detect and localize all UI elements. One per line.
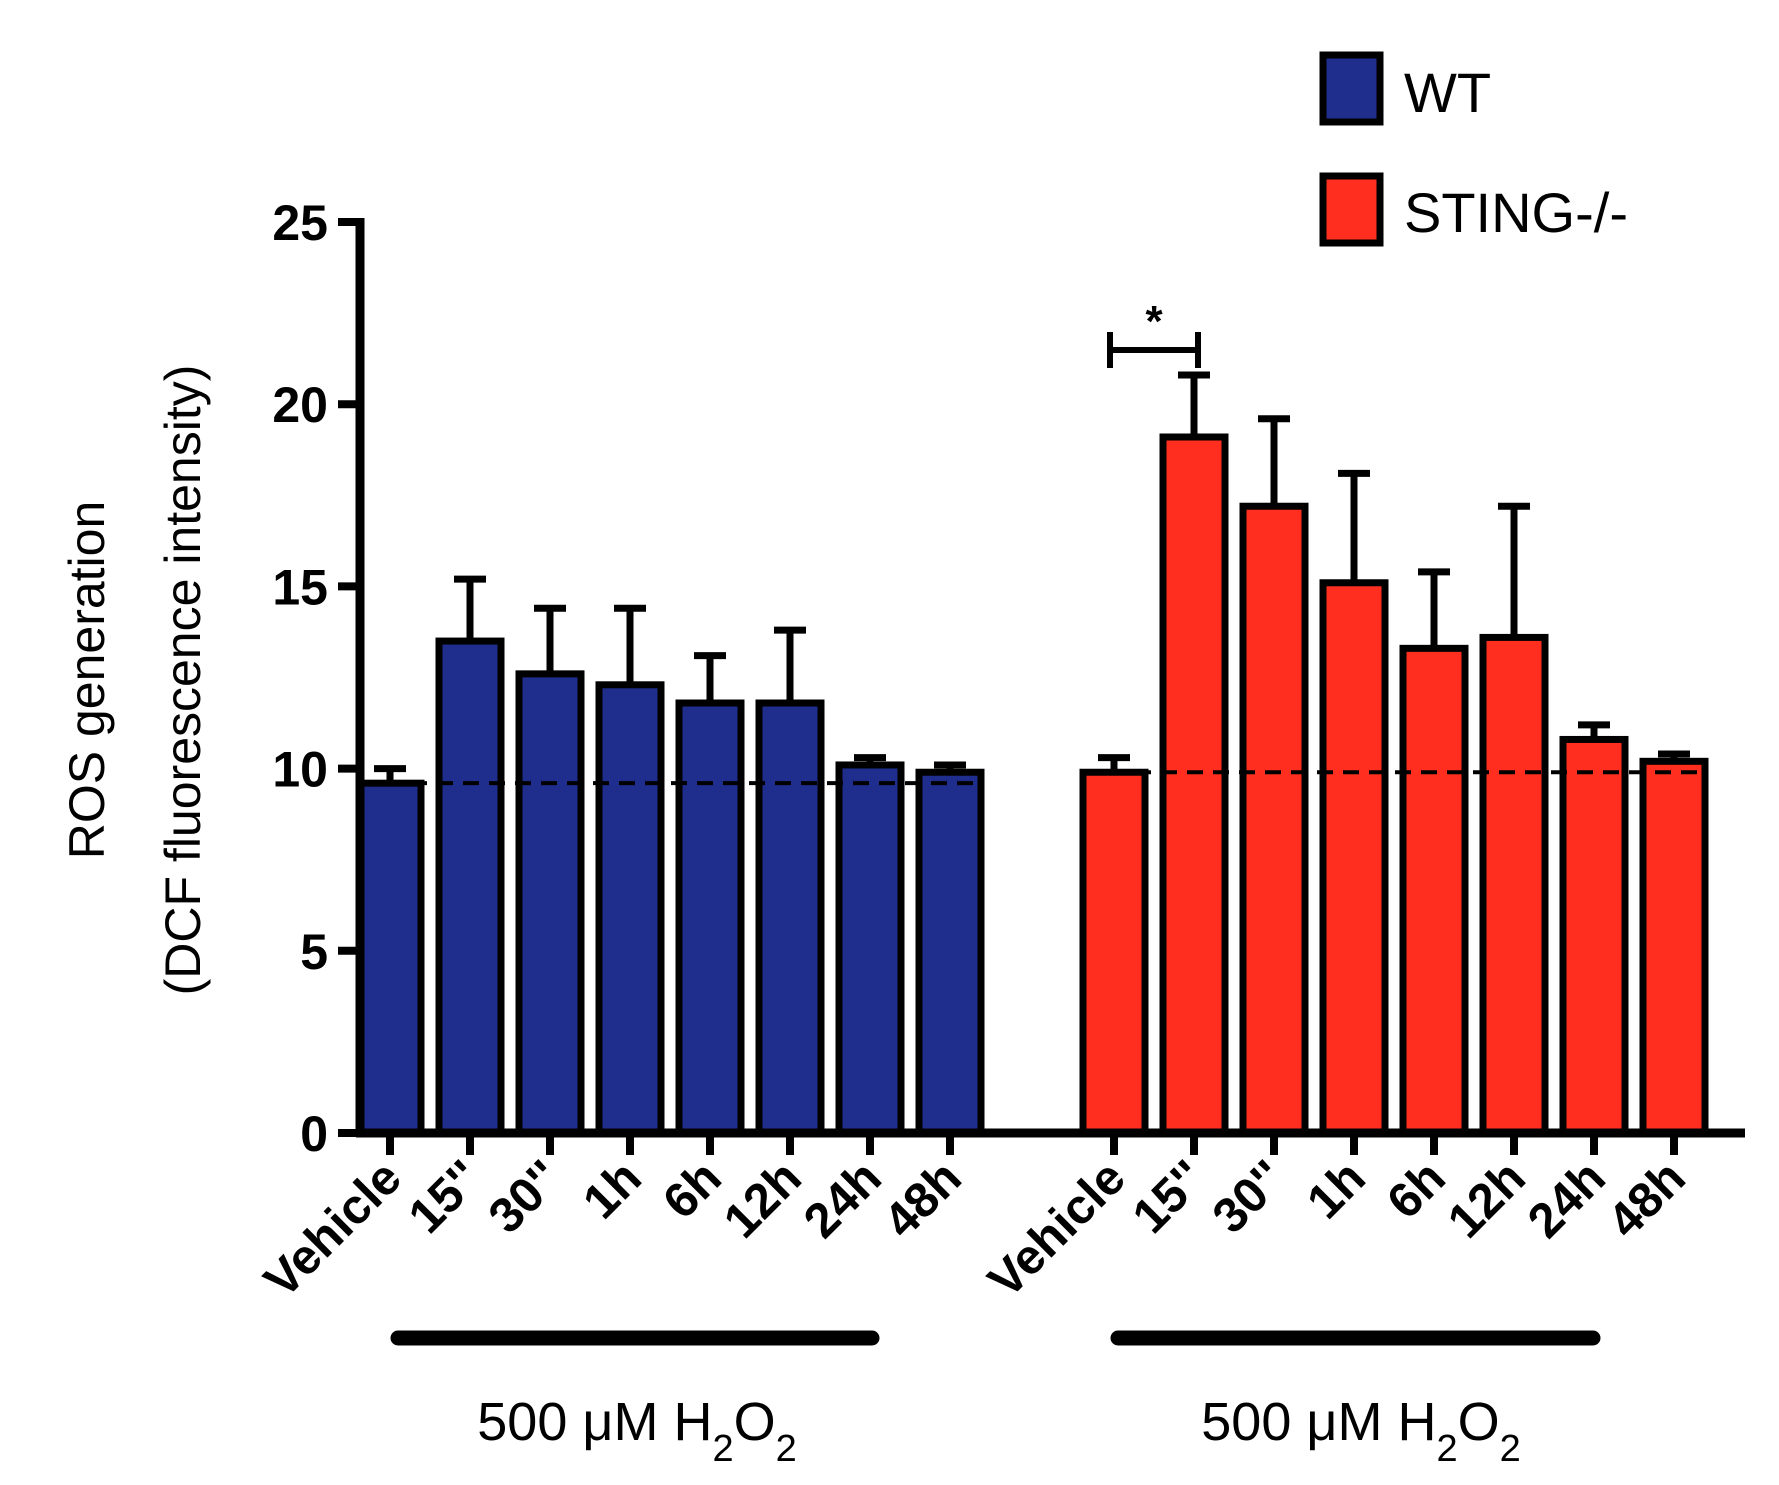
bar-wt-1 — [435, 637, 505, 1137]
y-tick-label-10: 10 — [272, 742, 328, 798]
y-axis-title-line2: (DCF fluorescence intensity) — [155, 365, 211, 996]
significance-bracket: * — [1107, 297, 1201, 368]
legend-swatch-wt — [1319, 51, 1384, 126]
treatment-label-wt: 500 μM H2O2 — [477, 1392, 797, 1470]
bar-sting-7 — [1639, 757, 1709, 1137]
y-tick-label-0: 0 — [300, 1106, 328, 1162]
bar-sting-4 — [1399, 644, 1469, 1137]
treatment-label-sting: 500 μM H2O2 — [1201, 1392, 1521, 1470]
bar-sting-3 — [1319, 579, 1389, 1137]
treatment-annotations: 500 μM H2O2 500 μM H2O2 — [390, 1330, 1601, 1470]
legend-label-wt: WT — [1404, 61, 1491, 124]
bar-wt-0 — [355, 779, 425, 1137]
x-label-wt-3: 1h — [573, 1151, 652, 1230]
x-label-sting-3: 1h — [1297, 1151, 1376, 1230]
bars-layer — [355, 371, 1709, 1137]
x-label-wt-6: 24h — [794, 1151, 892, 1249]
bar-wt-4 — [675, 699, 745, 1137]
bar-sting-5 — [1479, 633, 1549, 1137]
y-axis-ticks: 0 5 10 15 20 25 — [272, 195, 360, 1162]
y-tick-label-25: 25 — [272, 195, 328, 251]
bar-sting-0 — [1079, 768, 1149, 1137]
bar-wt-2 — [515, 670, 585, 1137]
x-label-wt-1: 15'' — [399, 1151, 492, 1244]
x-label-sting-0: Vehicle — [978, 1151, 1136, 1309]
significance-star: * — [1145, 297, 1163, 346]
bar-wt-5 — [755, 699, 825, 1137]
x-label-wt-0: Vehicle — [254, 1151, 412, 1309]
x-label-wt-7: 48h — [874, 1151, 972, 1249]
legend-label-sting: STING-/- — [1404, 181, 1628, 244]
y-axis-title-line1: ROS generation — [59, 501, 115, 860]
y-tick-label-15: 15 — [272, 559, 328, 615]
bar-sting-6 — [1559, 735, 1629, 1137]
x-label-wt-2: 30'' — [479, 1151, 572, 1244]
bar-wt-3 — [595, 681, 665, 1137]
y-tick-label-20: 20 — [272, 377, 328, 433]
bar-wt-6 — [835, 761, 905, 1137]
x-label-sting-5: 12h — [1438, 1151, 1536, 1249]
x-label-sting-7: 48h — [1598, 1151, 1696, 1249]
x-label-sting-6: 24h — [1518, 1151, 1616, 1249]
x-label-sting-1: 15'' — [1123, 1151, 1216, 1244]
y-tick-label-5: 5 — [300, 924, 328, 980]
legend-swatch-sting — [1319, 172, 1384, 247]
bar-wt-7 — [915, 768, 985, 1137]
x-label-wt-5: 12h — [714, 1151, 812, 1249]
x-label-sting-2: 30'' — [1203, 1151, 1296, 1244]
legend: WT STING-/- — [1319, 51, 1628, 247]
y-axis-title: ROS generation (DCF fluorescence intensi… — [59, 365, 211, 996]
bar-sting-1 — [1159, 433, 1229, 1137]
bar-sting-2 — [1239, 502, 1309, 1137]
